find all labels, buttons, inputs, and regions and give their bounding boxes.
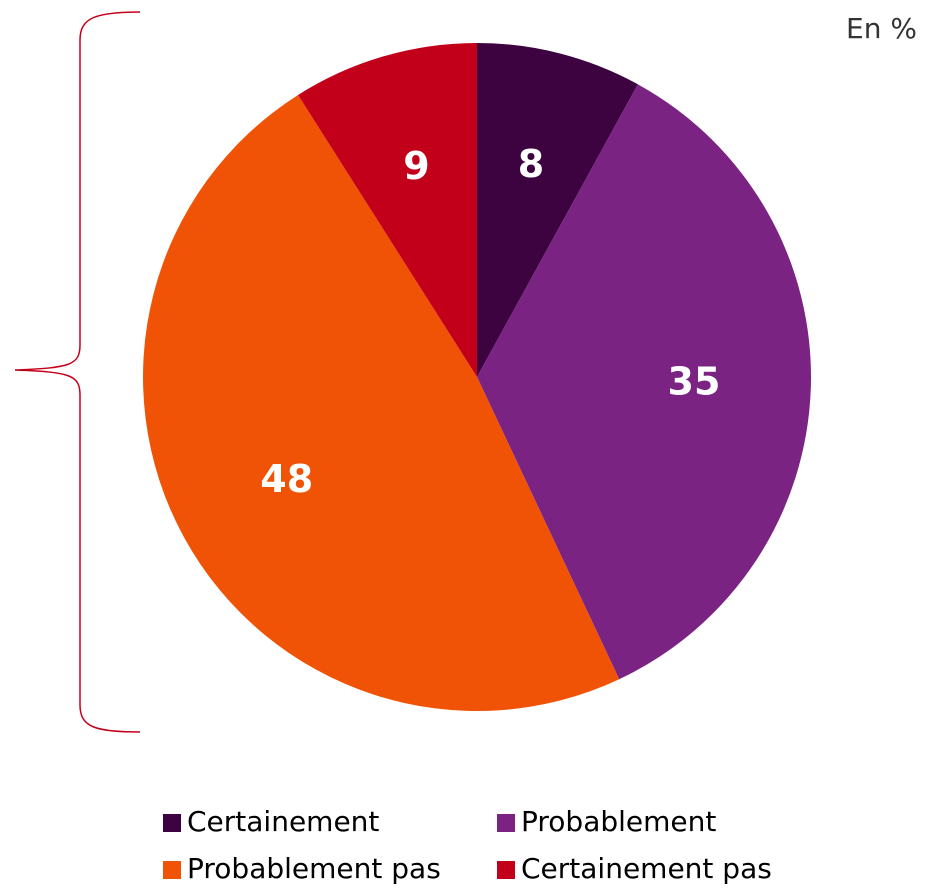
legend-label: Probablement pas [187, 852, 441, 885]
data-label: 9 [403, 144, 429, 188]
legend-swatch [163, 861, 181, 879]
legend-label: Certainement pas [521, 852, 772, 885]
legend-label: Probablement [521, 805, 716, 838]
legend-swatch [163, 814, 181, 832]
annotation: En % [846, 12, 917, 45]
pie-slice [298, 43, 477, 377]
data-label: 35 [668, 359, 721, 403]
pie-slice [477, 84, 811, 680]
data-label: 8 [518, 142, 544, 186]
bracket [14, 11, 141, 733]
data-label: 48 [260, 457, 313, 501]
legend-swatch [497, 861, 515, 879]
pie-slice [143, 94, 620, 711]
legend-label: Certainement [187, 805, 379, 838]
legend-swatch [497, 814, 515, 832]
pie-slice [477, 43, 638, 377]
